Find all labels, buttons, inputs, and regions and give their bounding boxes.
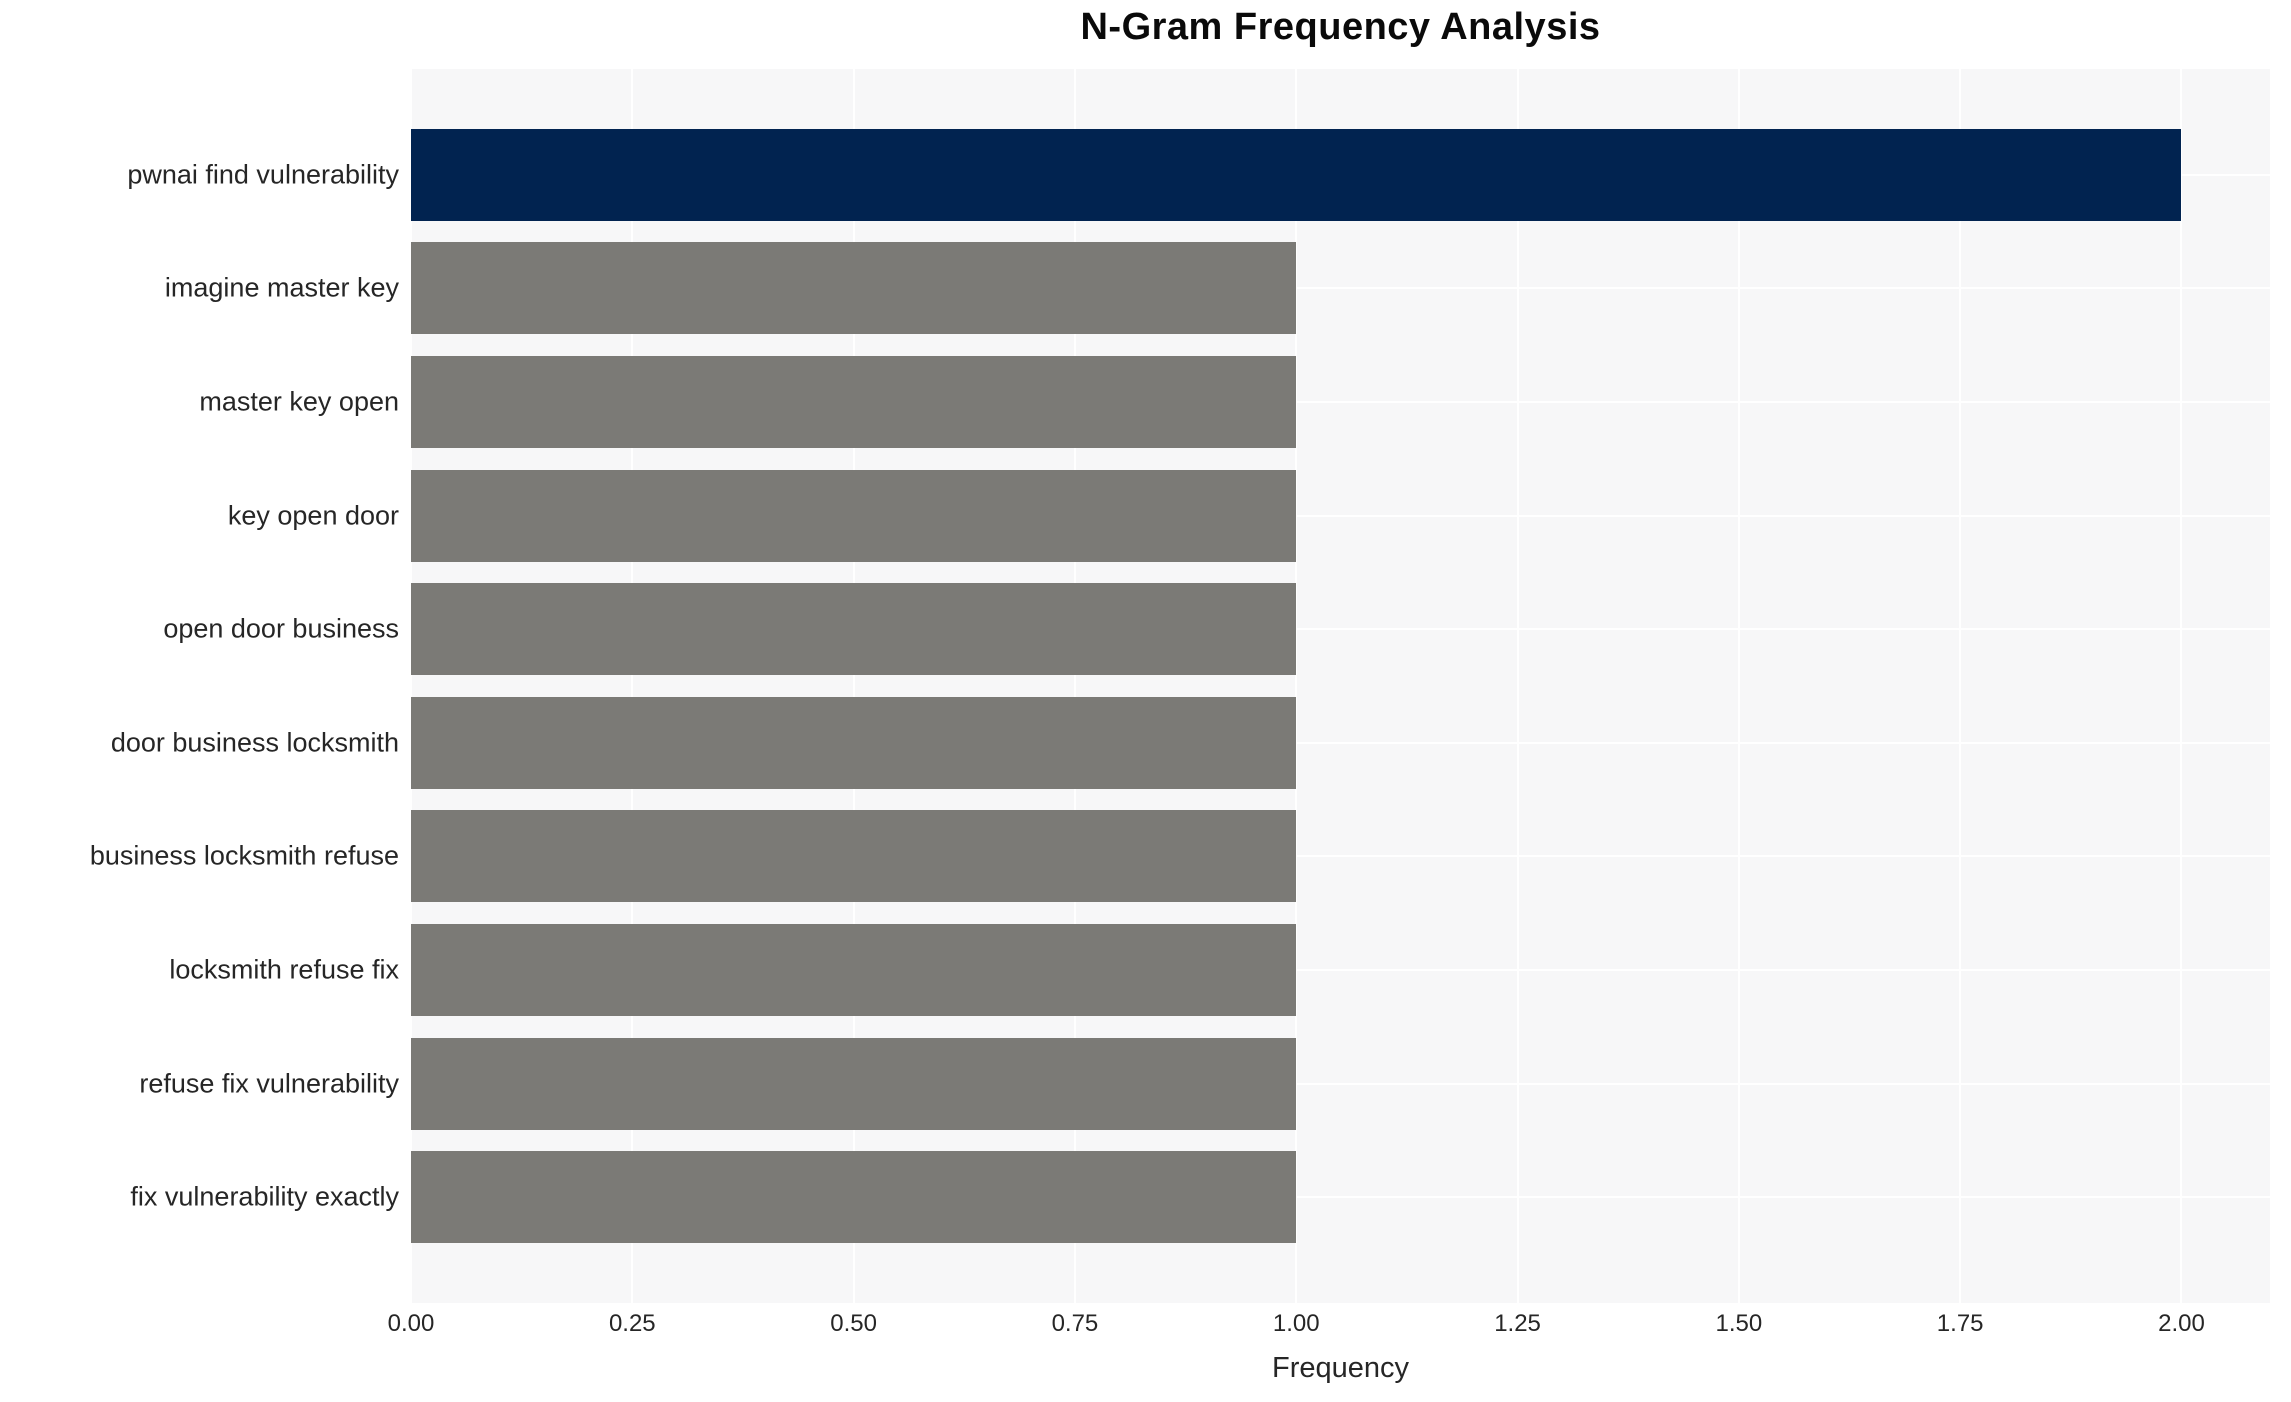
x-tick-label: 0.25: [608, 1310, 656, 1337]
bar: [411, 355, 1297, 448]
x-tick-label: 0.00: [387, 1310, 435, 1337]
x-tick-label: 1.25: [1494, 1310, 1541, 1337]
y-tick-label: refuse fix vulnerability: [139, 1068, 399, 1099]
y-tick-label: business locksmith refuse: [89, 840, 399, 871]
plot-area: [410, 69, 2270, 1303]
gridline-horizontal: [411, 400, 2270, 403]
y-tick-label: key open door: [227, 500, 399, 531]
x-tick-label: 2.00: [2158, 1310, 2205, 1337]
bar: [411, 924, 1297, 1017]
y-tick-label: pwnai find vulnerability: [127, 159, 399, 190]
gridline-horizontal: [411, 514, 2270, 517]
gridline-horizontal: [411, 1082, 2270, 1085]
bar: [411, 583, 1297, 676]
gridline-horizontal: [411, 741, 2270, 744]
x-tick-label: 1.00: [1272, 1310, 1320, 1337]
y-tick-label: fix vulnerability exactly: [130, 1181, 399, 1212]
bar: [411, 1037, 1297, 1130]
chart-title: N-Gram Frequency Analysis: [1080, 6, 1601, 48]
bar: [411, 469, 1297, 562]
gridline-vertical: [1516, 69, 1519, 1303]
gridline-vertical: [1959, 69, 1962, 1303]
y-tick-label: master key open: [199, 386, 399, 417]
x-axis-label: Frequency: [1271, 1352, 1409, 1384]
bar: [411, 1151, 1297, 1244]
gridline-vertical: [852, 69, 855, 1303]
x-tick-label: 1.75: [1936, 1310, 1984, 1337]
y-tick-label: open door business: [163, 613, 399, 644]
bar: [411, 810, 1297, 903]
bar: [411, 242, 1297, 335]
gridline-horizontal: [411, 855, 2270, 858]
gridline-vertical: [410, 69, 412, 1303]
gridline-vertical: [2180, 69, 2183, 1303]
gridline-vertical: [631, 69, 634, 1303]
x-tick-label: 0.50: [830, 1310, 877, 1337]
gridline-horizontal: [411, 969, 2270, 972]
x-tick-label: 0.75: [1051, 1310, 1099, 1337]
y-tick-label: door business locksmith: [110, 727, 399, 758]
gridline-horizontal: [411, 628, 2270, 631]
gridline-vertical: [1737, 69, 1740, 1303]
y-tick-label: imagine master key: [164, 272, 399, 303]
bar: [411, 696, 1297, 789]
gridline-vertical: [1073, 69, 1076, 1303]
gridline-horizontal: [411, 1196, 2270, 1199]
x-tick-label: 1.50: [1715, 1310, 1763, 1337]
gridline-vertical: [1295, 69, 1298, 1303]
bar: [411, 128, 2182, 221]
gridline-horizontal: [411, 287, 2270, 290]
y-tick-label: locksmith refuse fix: [169, 954, 399, 985]
